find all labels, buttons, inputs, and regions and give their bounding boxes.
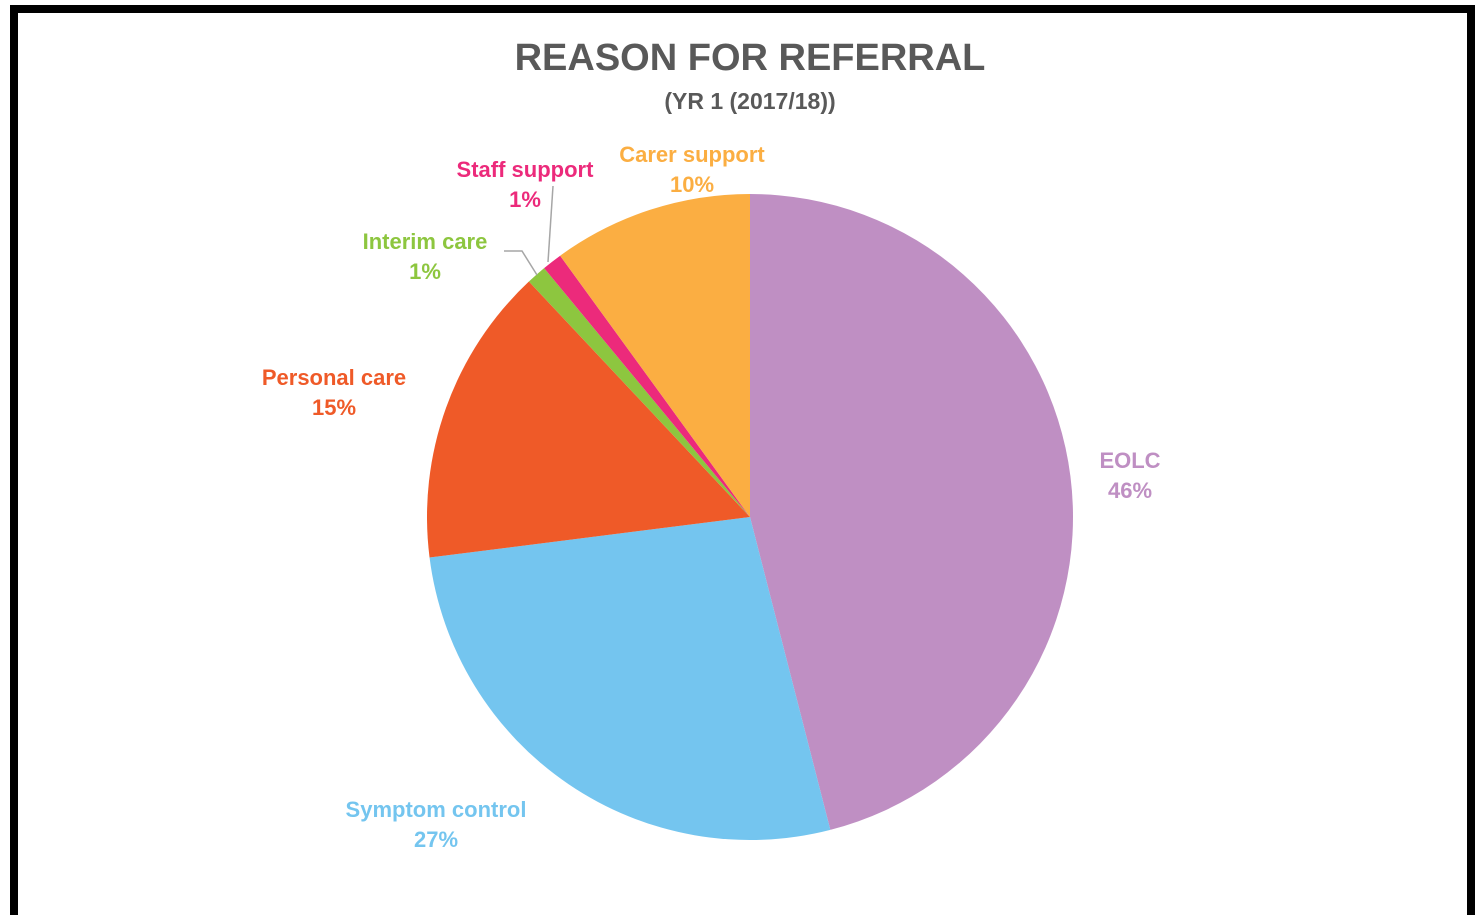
slice-label: EOLC <box>1099 448 1160 473</box>
slice-value-label: 10% <box>670 172 714 197</box>
slice-value-label: 1% <box>509 187 541 212</box>
slice-value-label: 15% <box>312 395 356 420</box>
slice-label: Carer support <box>619 142 765 167</box>
slice-value-label: 27% <box>414 827 458 852</box>
slice-value-label: 46% <box>1108 478 1152 503</box>
pie-slice <box>544 255 750 518</box>
pie-slice <box>528 268 750 517</box>
slice-label: Interim care <box>363 229 488 254</box>
chart-subtitle: (YR 1 (2017/18)) <box>664 88 835 114</box>
slice-label: Personal care <box>262 365 406 390</box>
chart-title: REASON FOR REFERRAL <box>515 37 986 79</box>
pie-slice <box>750 194 1073 830</box>
leader-line <box>504 250 538 276</box>
slice-label: Symptom control <box>346 797 527 822</box>
pie-slice <box>427 281 750 558</box>
pie-slice <box>560 194 750 517</box>
slice-value-label: 1% <box>409 259 441 284</box>
pie-slice <box>429 517 831 840</box>
leader-line <box>547 185 554 263</box>
slice-label: Staff support <box>457 157 595 182</box>
